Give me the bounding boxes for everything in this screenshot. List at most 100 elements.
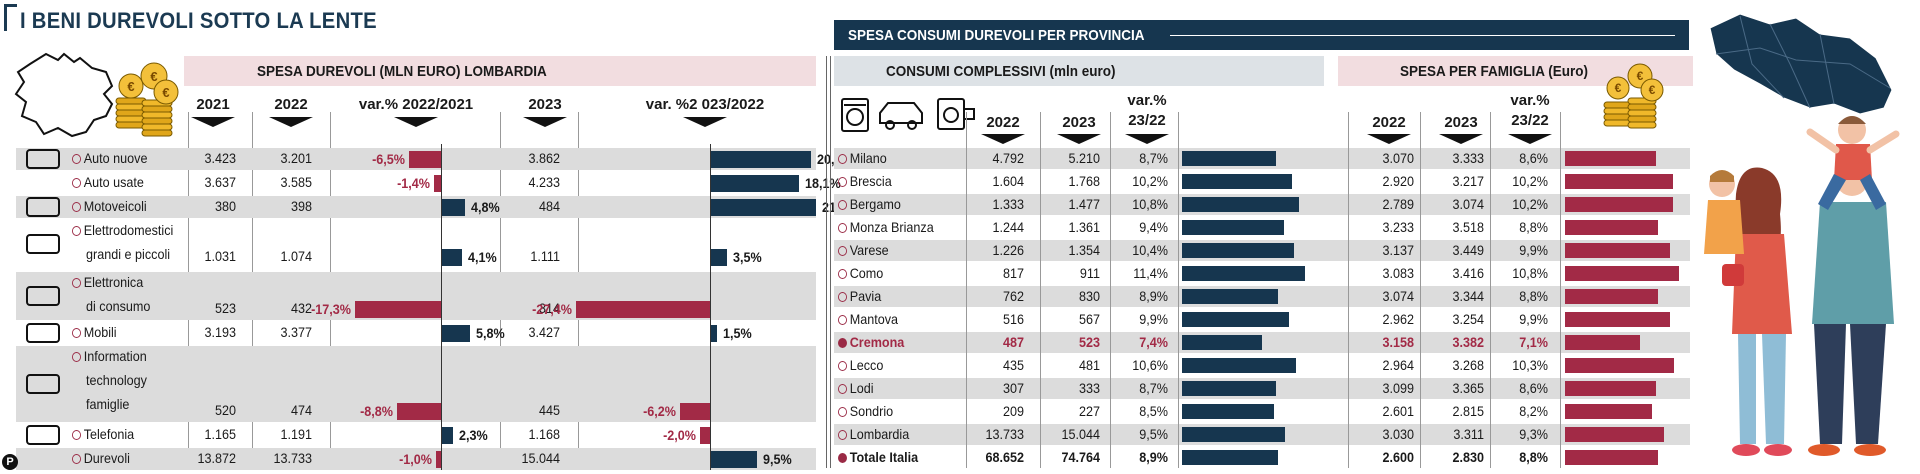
province-name: Monza Brianza — [849, 219, 934, 235]
col-arrow — [191, 117, 235, 127]
famiglia-2022: 3.099 — [1382, 380, 1414, 396]
famiglia-2023: 3.074 — [1452, 196, 1484, 212]
famiglia-2022: 3.158 — [1382, 334, 1414, 350]
value-2022: 3.585 — [280, 174, 312, 190]
bar-consumi-var — [1182, 427, 1285, 442]
consumi-var: 8,9% — [1139, 288, 1168, 304]
famiglia-2022: 2.789 — [1382, 196, 1414, 212]
consumi-2022: 516 — [1002, 311, 1024, 327]
value-2021: 520 — [214, 402, 236, 418]
value-2023: 484 — [538, 198, 560, 214]
value-2022: 432 — [290, 300, 312, 316]
province-label: Monza Brianza — [838, 219, 934, 235]
bar-famiglia-var — [1565, 404, 1652, 419]
divider — [1040, 112, 1041, 468]
bullet-icon — [72, 352, 81, 363]
col-arrow — [269, 117, 313, 127]
category-label: Elettrodomestici — [72, 222, 173, 238]
province-label: Brescia — [838, 173, 892, 189]
c-col-2023: 2023 — [1062, 114, 1096, 131]
value-2022: 398 — [290, 198, 312, 214]
svg-text:€: € — [162, 85, 169, 100]
col-2023: 2023 — [528, 96, 562, 113]
famiglia-var: 10,2% — [1512, 196, 1548, 212]
category-label: Mobili — [72, 324, 117, 340]
col-arrow — [1439, 134, 1483, 144]
consumi-2023: 1.361 — [1068, 219, 1100, 235]
col-var-23-22: var. %2 023/2022 — [645, 96, 765, 113]
famiglia-2023: 3.217 — [1452, 173, 1484, 189]
consumi-2023: 227 — [1078, 403, 1100, 419]
consumi-var: 10,4% — [1132, 242, 1168, 258]
bar-famiglia-var — [1565, 243, 1670, 258]
label-var-23-22: -2,0% — [663, 427, 697, 443]
label-var-22-21: -17,3% — [310, 301, 351, 317]
f-col-var: var.% — [1510, 92, 1550, 109]
province-name: Brescia — [849, 173, 892, 189]
panel-divider — [826, 56, 827, 468]
province-name: Como — [849, 265, 884, 281]
right-section-title: SPESA CONSUMI DUREVOLI PER PROVINCIA — [848, 27, 1145, 44]
value-2022: 1.074 — [280, 248, 312, 264]
row-bg — [16, 196, 816, 218]
province-name: Lombardia — [849, 426, 910, 442]
famiglia-var: 7,1% — [1519, 334, 1548, 350]
consumi-2023: 1.477 — [1068, 196, 1100, 212]
bar-var-23-22 — [710, 151, 811, 168]
consumi-2023: 74.764 — [1061, 449, 1100, 465]
category-label: technology — [86, 372, 147, 388]
bar-consumi-var — [1182, 358, 1297, 373]
famiglia-2023: 3.518 — [1452, 219, 1484, 235]
famiglia-2023: 3.365 — [1452, 380, 1484, 396]
consumi-2023: 5.210 — [1068, 150, 1100, 166]
bullet-icon — [72, 178, 81, 189]
col-arrow — [981, 134, 1025, 144]
bar-consumi-var — [1182, 220, 1284, 235]
value-2021: 3.423 — [204, 150, 236, 166]
panel-divider — [830, 56, 831, 468]
province-label: Bergamo — [838, 196, 901, 212]
consumi-var: 10,8% — [1132, 196, 1168, 212]
value-2023: 3.427 — [528, 324, 560, 340]
consumi-2023: 1.354 — [1068, 242, 1100, 258]
bar-famiglia-var — [1565, 266, 1680, 281]
famiglia-2022: 2.920 — [1382, 173, 1414, 189]
province-name: Totale Italia — [849, 449, 919, 465]
bar-var-23-22 — [679, 403, 710, 420]
value-2021: 380 — [214, 198, 236, 214]
bullet-icon — [838, 246, 847, 257]
svg-text:€: € — [1615, 81, 1622, 95]
category-label: Telefonia — [72, 426, 134, 442]
svg-text:€: € — [150, 69, 157, 84]
svg-text:€: € — [127, 79, 134, 94]
province-label: Totale Italia — [838, 449, 918, 465]
consumi-2023: 567 — [1078, 311, 1100, 327]
value-2023: 314 — [538, 300, 560, 316]
consumi-2022: 1.226 — [992, 242, 1024, 258]
province-label: Lombardia — [838, 426, 909, 442]
label-var-22-21: -1,0% — [399, 451, 432, 467]
bullet-icon — [72, 154, 81, 165]
bar-consumi-var — [1182, 335, 1262, 350]
bar-famiglia-var — [1565, 220, 1659, 235]
bar-var-23-22 — [710, 199, 817, 216]
bar-var-23-22 — [575, 301, 710, 318]
bullet-icon — [838, 200, 847, 211]
value-2021: 13.872 — [197, 450, 236, 466]
province-label: Pavia — [838, 288, 881, 304]
famiglia-2023: 3.344 — [1452, 288, 1484, 304]
consumi-var: 8,7% — [1139, 380, 1168, 396]
consumi-var: 9,9% — [1139, 311, 1168, 327]
bullet-icon — [838, 177, 847, 188]
province-name: Mantova — [849, 311, 899, 327]
f-col-2022: 2022 — [1372, 114, 1406, 131]
consumi-2023: 1.768 — [1068, 173, 1100, 189]
bullet-icon — [838, 154, 847, 165]
category-label: Auto usate — [72, 174, 144, 190]
bar-famiglia-var — [1565, 381, 1657, 396]
value-2023: 3.862 — [528, 150, 560, 166]
famiglia-2023: 3.382 — [1452, 334, 1484, 350]
divider — [1560, 112, 1561, 468]
famiglia-2022: 3.030 — [1382, 426, 1414, 442]
bar-consumi-var — [1182, 151, 1276, 166]
